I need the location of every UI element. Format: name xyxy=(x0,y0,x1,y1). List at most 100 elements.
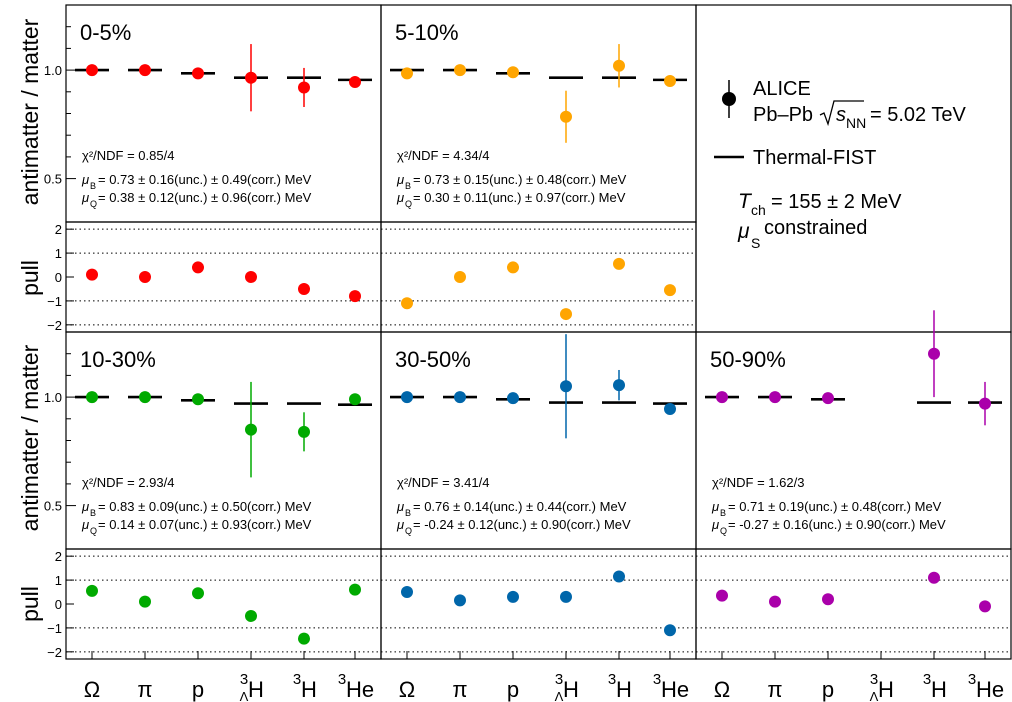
pull-point xyxy=(192,261,204,274)
mu-b-sub: B xyxy=(405,181,411,191)
x-tick-label-sup: 3 xyxy=(608,671,616,688)
mu-q-label: = 0.30 ± 0.11(unc.) ± 0.97(corr.) MeV xyxy=(413,190,626,205)
x-tick-label-sup: 3 xyxy=(968,671,976,688)
ratio-point xyxy=(664,403,676,416)
pull-point xyxy=(349,583,361,596)
mu-b-sub: B xyxy=(90,181,96,191)
pull-point xyxy=(401,586,413,599)
mu-q-label: = -0.24 ± 0.12(unc.) ± 0.90(corr.) MeV xyxy=(413,517,631,532)
mu-b-label: = 0.83 ± 0.09(unc.) ± 0.50(corr.) MeV xyxy=(98,499,312,514)
ratio-point xyxy=(139,391,151,404)
x-tick-label: π xyxy=(767,677,782,702)
legend-t-value: = 155 ± 2 MeV xyxy=(771,191,902,213)
ratio-point xyxy=(613,379,625,392)
pull-frame xyxy=(695,548,1012,660)
pull-point xyxy=(139,595,151,608)
pull-point xyxy=(401,297,413,310)
mu-b-sub: B xyxy=(405,508,411,518)
pull-point xyxy=(245,609,257,622)
x-tick-label-sup: 3 xyxy=(653,671,661,688)
legend-mu-sub: S xyxy=(751,235,760,251)
mu-b-label: = 0.73 ± 0.16(unc.) ± 0.49(corr.) MeV xyxy=(98,172,312,187)
chi2-label: χ²/NDF = 3.41/4 xyxy=(397,475,489,490)
legend-mu-text: constrained xyxy=(764,217,867,239)
mu-b-symbol: μ xyxy=(396,499,404,514)
pull-point xyxy=(454,594,466,607)
x-tick-label-sub: Λ xyxy=(555,689,564,702)
mu-q-sub: Q xyxy=(90,199,97,209)
ratio-y-tick-label: 1.0 xyxy=(44,63,62,78)
ratio-point xyxy=(507,392,519,405)
mu-q-symbol: μ xyxy=(396,517,404,532)
panel-title: 0-5% xyxy=(80,20,131,45)
pull-y-tick-label: 0 xyxy=(55,597,62,612)
pull-point xyxy=(192,587,204,600)
mu-b-label: = 0.76 ± 0.14(unc.) ± 0.44(corr.) MeV xyxy=(413,499,627,514)
panel-0-5%: 0-5% χ²/NDF = 0.85/4 μ B = 0.73 ± 0.16(unc.)… xyxy=(75,20,372,303)
ratio-point xyxy=(613,59,625,72)
mu-b-symbol: μ xyxy=(396,172,404,187)
ratio-y-tick-label: 0.5 xyxy=(44,499,62,514)
panel-title: 30-50% xyxy=(395,347,471,372)
pull-y-tick-label: 0 xyxy=(55,270,62,285)
pull-point xyxy=(928,571,940,584)
pull-y-tick-label: −2 xyxy=(47,645,62,660)
legend-t-sub: ch xyxy=(751,202,766,218)
pull-point xyxy=(822,593,834,606)
pull-point xyxy=(139,271,151,283)
y-axis-label-ratio-top: antimatter / matter xyxy=(17,18,43,205)
panel-title: 5-10% xyxy=(395,20,459,45)
pull-frame xyxy=(65,221,382,333)
mu-b-symbol: μ xyxy=(711,499,719,514)
legend-model-label: Thermal-FIST xyxy=(753,147,876,169)
ratio-point xyxy=(454,391,466,404)
mu-q-sub: Q xyxy=(90,526,97,536)
pull-point xyxy=(560,590,572,603)
pull-frame xyxy=(380,548,697,660)
pull-y-tick-label: −1 xyxy=(47,621,62,636)
panel-title: 50-90% xyxy=(710,347,786,372)
mu-b-label: = 0.73 ± 0.15(unc.) ± 0.48(corr.) MeV xyxy=(413,172,627,187)
mu-b-symbol: μ xyxy=(81,172,89,187)
ratio-point xyxy=(298,425,310,438)
x-tick-label: π xyxy=(137,677,152,702)
y-axis-label-ratio-bottom: antimatter / matter xyxy=(17,344,43,531)
mu-b-sub: B xyxy=(720,508,726,518)
ratio-point xyxy=(245,423,257,436)
legend-energy: = 5.02 TeV xyxy=(870,104,966,126)
pull-point xyxy=(86,584,98,597)
ratio-point xyxy=(979,397,991,410)
x-tick-label: H xyxy=(301,677,317,702)
x-tick-label-sup: 3 xyxy=(870,671,878,688)
pull-point xyxy=(560,308,572,321)
x-tick-label: H xyxy=(878,677,894,702)
pull-point xyxy=(613,257,625,270)
legend: ALICE Pb–Pb s NN = 5.02 TeV Thermal-FIST… xyxy=(714,78,966,251)
pull-point xyxy=(507,261,519,274)
panel-10-30%: 10-30% χ²/NDF = 2.93/4 μ B = 0.83 ± 0.09(unc… xyxy=(75,347,372,645)
ratio-point xyxy=(664,74,676,87)
pull-y-tick-label: 2 xyxy=(55,222,62,237)
pull-y-tick-label: −2 xyxy=(47,318,62,333)
pull-point xyxy=(664,284,676,297)
x-tick-label-sup: 3 xyxy=(293,671,301,688)
pull-y-tick-label: 1 xyxy=(55,573,62,588)
mu-q-symbol: μ xyxy=(81,190,89,205)
ratio-point xyxy=(192,393,204,406)
pull-point xyxy=(507,590,519,603)
ratio-y-tick-label: 1.0 xyxy=(44,390,62,405)
panel-title: 10-30% xyxy=(80,347,156,372)
x-tick-label-sub: Λ xyxy=(870,689,879,702)
ratio-point xyxy=(560,380,572,393)
mu-q-sub: Q xyxy=(405,199,412,209)
mu-q-label: = -0.27 ± 0.16(unc.) ± 0.90(corr.) MeV xyxy=(728,517,946,532)
pull-point xyxy=(298,632,310,645)
pull-point xyxy=(298,282,310,295)
pull-point xyxy=(349,290,361,303)
mu-q-sub: Q xyxy=(405,526,412,536)
pull-frame xyxy=(380,221,697,333)
pull-point xyxy=(716,589,728,602)
panel-30-50%: 30-50% χ²/NDF = 3.41/4 μ B = 0.76 ± 0.14(unc… xyxy=(390,334,687,637)
mu-b-label: = 0.71 ± 0.19(unc.) ± 0.48(corr.) MeV xyxy=(728,499,942,514)
mu-b-symbol: μ xyxy=(81,499,89,514)
